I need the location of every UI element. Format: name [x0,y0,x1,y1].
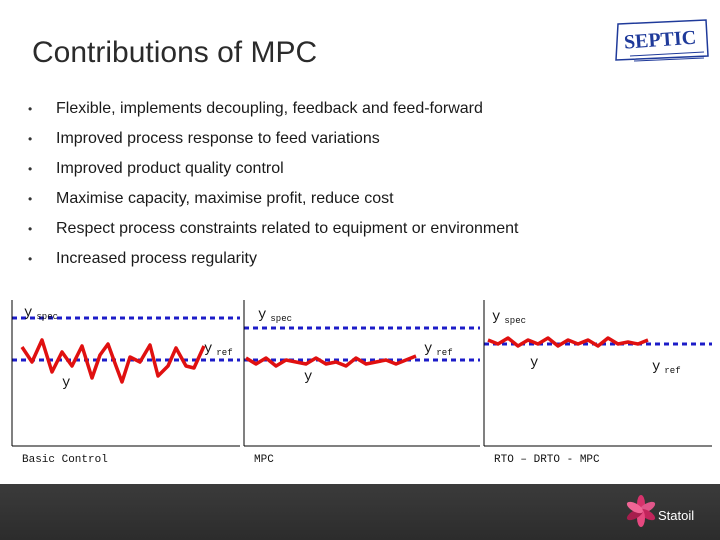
basic-yspec-label: y spec [24,305,58,322]
bullet-dot-icon: • [28,102,33,116]
bullet-dot-icon: • [28,162,33,176]
mpc-caption: MPC [254,454,274,466]
logo-text: SEPTIC [623,27,697,54]
bullet-text: Improved product quality control [56,160,284,177]
bullet-item: • Increased process regularity [28,244,518,274]
rto-yspec-label: y spec [492,309,526,326]
rto-caption: RTO – DRTO - MPC [494,454,600,466]
bullet-text: Maximise capacity, maximise profit, redu… [56,190,394,207]
bullet-item: • Respect process constraints related to … [28,214,518,244]
statoil-brand: Statoil [658,508,695,523]
mpc-yref-label: y ref [424,341,453,358]
bullet-item: • Flexible, implements decoupling, feedba… [28,94,518,124]
bullet-text: Flexible, implements decoupling, feedbac… [56,100,483,117]
mpc-yspec-label: y spec [258,307,292,324]
septic-logo: SEPTIC [612,16,712,74]
mpc-y-label: y [304,369,312,385]
bullet-dot-icon: • [28,252,33,266]
bullet-text: Improved process response to feed variat… [56,130,380,147]
bullet-item: • Maximise capacity, maximise profit, red… [28,184,518,214]
basic-control-diagram: y spec y ref y Basic Control [11,300,240,466]
bullet-dot-icon: • [28,192,33,206]
basic-yref-label: y ref [204,341,233,358]
rto-y-label: y [530,355,538,371]
bullet-list: • Flexible, implements decoupling, feedba… [28,94,518,274]
bullet-item: • Improved process response to feed varia… [28,124,518,154]
rto-diagram: y spec y y ref RTO – DRTO - MPC [483,300,712,466]
rto-yref-label: y ref [652,359,681,376]
bullet-text: Respect process constraints related to e… [56,220,519,237]
bullet-text: Increased process regularity [56,250,257,267]
bullet-item: • Improved product quality control [28,154,518,184]
bullet-dot-icon: • [28,132,33,146]
bullet-dot-icon: • [28,222,33,236]
basic-signal-line [20,338,206,384]
basic-caption: Basic Control [22,454,108,466]
control-comparison-diagrams: y spec y ref y Basic Control y spec y ref y … [11,300,712,466]
rto-signal-line [487,336,649,348]
slide-title: Contributions of MPC [32,36,318,69]
statoil-star-icon [626,495,656,527]
mpc-signal-line [245,354,417,368]
mpc-diagram: y spec y ref y MPC [243,300,480,466]
footer-bar [0,484,720,540]
basic-y-label: y [62,375,70,391]
